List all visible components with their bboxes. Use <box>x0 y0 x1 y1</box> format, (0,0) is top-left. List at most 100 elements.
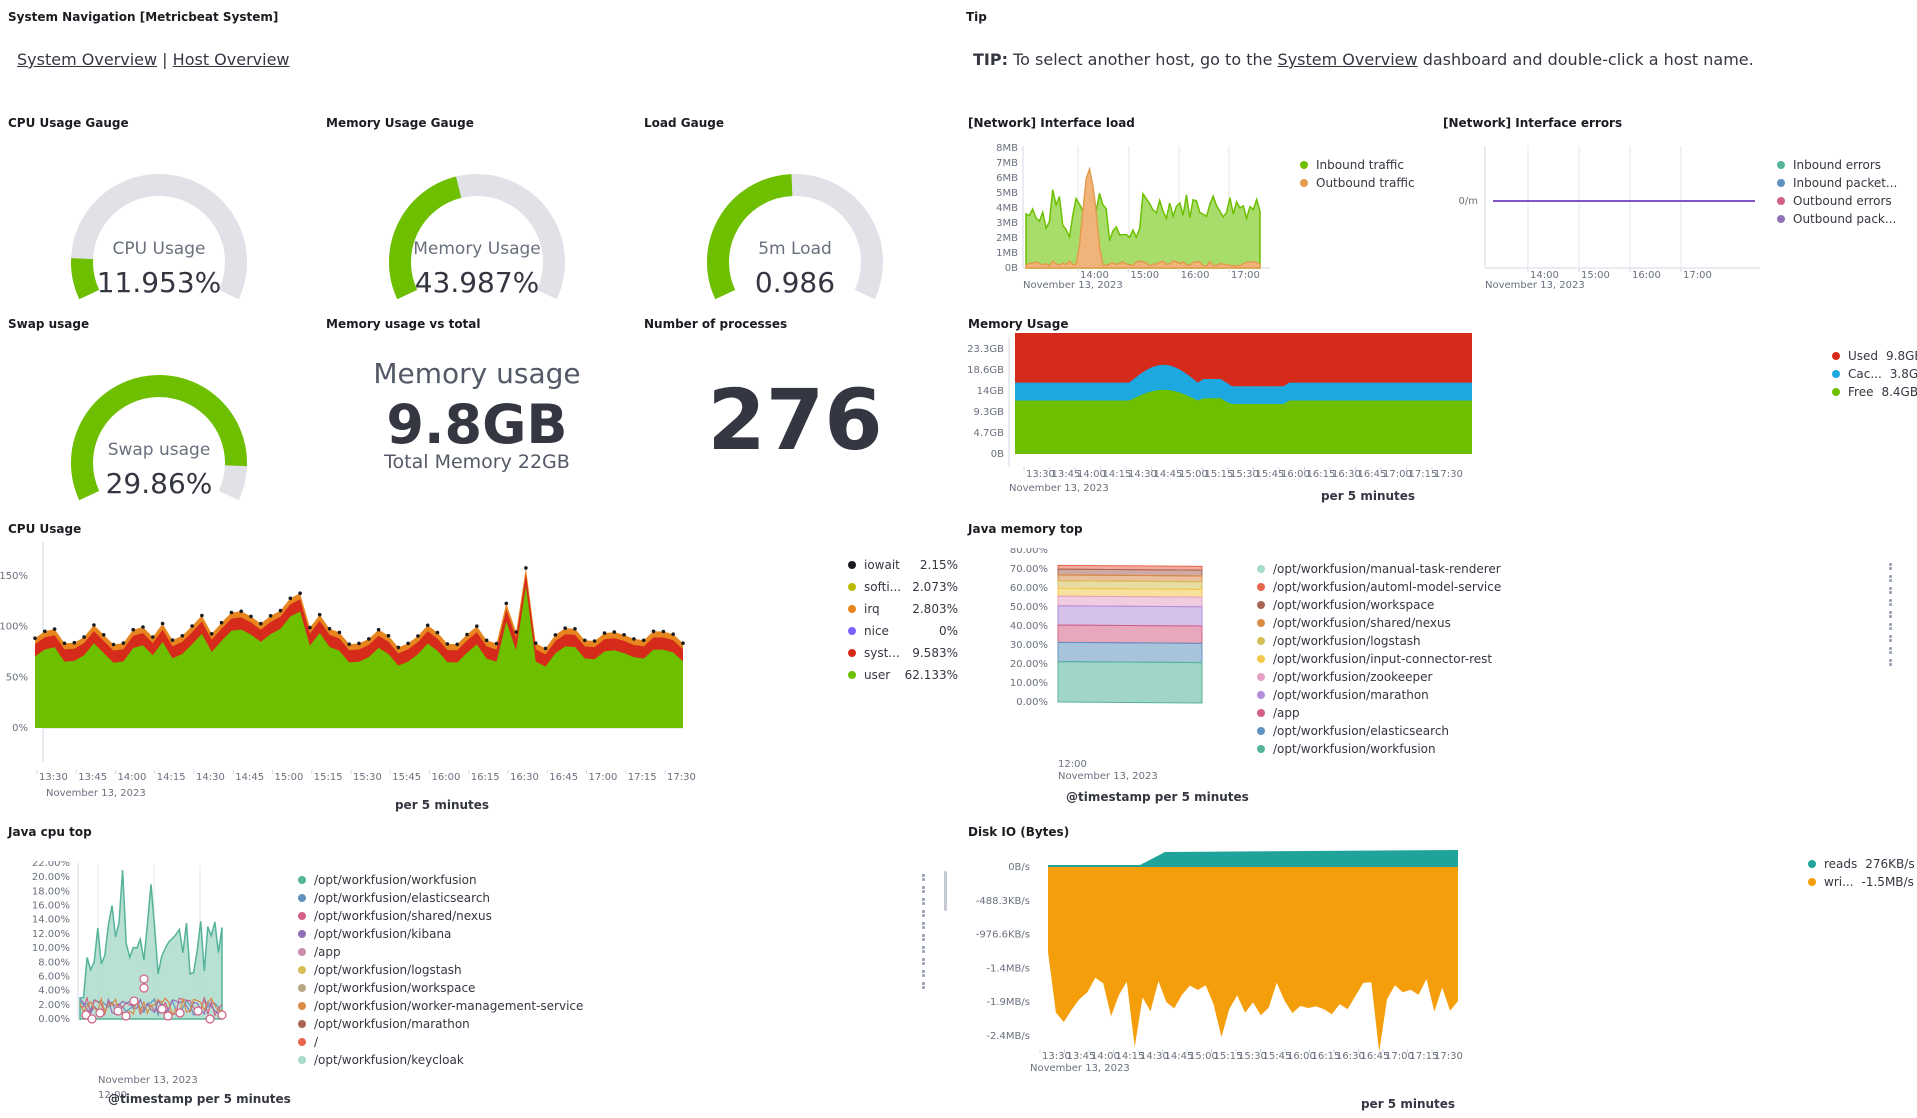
x-tick: 17:00 <box>1385 1051 1414 1062</box>
x-axis-date: November 13, 2023 <box>98 1075 198 1086</box>
legend-item[interactable]: user 62.133% <box>848 664 958 686</box>
host-overview-link[interactable]: Host Overview <box>172 50 290 69</box>
iowait-point <box>82 635 86 639</box>
legend-item[interactable]: / <box>298 1033 583 1051</box>
legend-scrollbar[interactable] <box>944 871 947 911</box>
legend-label: syst... <box>864 646 900 660</box>
legend-item[interactable]: nice 0% <box>848 620 958 642</box>
legend: Used 9.8GB Cac... 3.8GB Free 8.4GB <box>1832 347 1917 401</box>
user-area <box>35 586 683 728</box>
x-tick: 16:45 <box>1358 469 1387 480</box>
legend-item[interactable]: /opt/workfusion/workfusion <box>298 871 583 889</box>
cpu-usage-chart: 150% 100% 50% 0% 13:30 13:45 14:00 14:15 14:30 1… <box>0 542 696 799</box>
iowait-point <box>111 642 116 647</box>
x-axis-date: November 13, 2023 <box>1058 771 1158 782</box>
iowait-point <box>533 641 538 645</box>
legend-item[interactable]: Used 9.8GB <box>1832 347 1917 365</box>
iowait-point <box>583 638 587 643</box>
legend-item[interactable]: reads 276KB/s <box>1808 855 1915 873</box>
legend-item[interactable]: syst... 9.583% <box>848 642 958 664</box>
tip-system-overview-link[interactable]: System Overview <box>1277 50 1418 69</box>
java-memory-chart: 80.00% 70.00% 60.00% 50.00% 40.00% 30.00% 20.0… <box>1010 548 1203 782</box>
iowait-point <box>288 596 293 601</box>
legend-item[interactable]: /opt/workfusion/input-connector-rest <box>1257 650 1501 668</box>
legend-item[interactable]: softi... 2.073% <box>848 576 958 598</box>
system-overview-link[interactable]: System Overview <box>17 50 158 69</box>
legend-item[interactable]: Cac... 3.8GB <box>1832 365 1917 383</box>
panel-title: Disk IO (Bytes) <box>968 825 1070 839</box>
legend-item[interactable]: /opt/workfusion/kibana <box>298 925 583 943</box>
y-tick: 0B <box>991 449 1004 460</box>
legend-label: /opt/workfusion/shared/nexus <box>314 909 492 923</box>
legend-item[interactable]: /opt/workfusion/logstash <box>1257 632 1501 650</box>
metric-subtitle: Total Memory 22GB <box>384 451 570 473</box>
legend-item[interactable]: /opt/workfusion/automl-model-service <box>1257 578 1501 596</box>
legend-label: / <box>314 1035 319 1049</box>
legend-item[interactable]: /opt/workfusion/workfusion <box>1257 740 1501 758</box>
iowait-point <box>308 625 312 630</box>
memory-gauge-panel: Memory Usage Gauge Memory Usage 43.987% <box>318 116 636 306</box>
x-tick: 13:30 <box>1026 469 1055 480</box>
memory-band <box>1057 641 1203 664</box>
legend-item[interactable]: iowait 2.15% <box>848 554 958 576</box>
legend-item[interactable]: Outbound pack... <box>1777 210 1897 228</box>
legend-item[interactable]: Outbound errors <box>1777 192 1897 210</box>
legend-item[interactable]: /opt/workfusion/workspace <box>1257 596 1501 614</box>
legend-item[interactable]: Inbound packet... <box>1777 174 1897 192</box>
panel-title: Memory Usage Gauge <box>326 116 474 130</box>
legend-item[interactable]: /app <box>298 943 583 961</box>
legend-item[interactable]: irq 2.803% <box>848 598 958 620</box>
panel-title: Tip <box>966 10 987 24</box>
legend-item[interactable]: Free 8.4GB <box>1832 383 1917 401</box>
disk-io-chart: 0B/s -488.3KB/s -976.6KB/s -1.4MB/s -1.9MB/s… <box>976 850 1463 1074</box>
y-tick: -1.9MB/s <box>986 997 1030 1008</box>
y-tick: 18.6GB <box>967 365 1004 376</box>
outlier-point <box>121 1011 131 1021</box>
legend-dot <box>298 1020 306 1028</box>
x-tick: 13:45 <box>78 772 107 783</box>
gauge-fill <box>389 176 462 300</box>
legend-item[interactable]: /opt/workfusion/shared/nexus <box>298 907 583 925</box>
panel-title: Java cpu top <box>8 825 92 839</box>
legend-item[interactable]: /opt/workfusion/manual-task-renderer <box>1257 560 1501 578</box>
legend-dot <box>298 930 306 938</box>
legend-item[interactable]: /opt/workfusion/keycloak <box>298 1051 583 1069</box>
legend-item[interactable]: /opt/workfusion/marathon <box>1257 686 1501 704</box>
legend-scroll-icon[interactable] <box>1889 562 1892 667</box>
panel-title: Swap usage <box>8 317 90 331</box>
legend-item[interactable]: /opt/workfusion/elasticsearch <box>1257 722 1501 740</box>
legend-scroll-icon[interactable] <box>922 873 925 990</box>
iowait-point <box>376 627 381 632</box>
x-tick: 15:45 <box>392 772 421 783</box>
y-tick: 10.00% <box>32 943 70 954</box>
iowait-point <box>317 612 322 617</box>
legend-dot <box>848 583 856 591</box>
y-tick: 22.00% <box>32 861 70 869</box>
y-tick: 10.00% <box>1010 678 1048 689</box>
legend-item[interactable]: /opt/workfusion/shared/nexus <box>1257 614 1501 632</box>
legend-item[interactable]: /opt/workfusion/worker-management-servic… <box>298 997 583 1015</box>
legend-item[interactable]: Inbound errors <box>1777 156 1897 174</box>
y-tick: 6.00% <box>38 971 70 982</box>
gauge-fill <box>707 174 793 300</box>
legend-dot <box>298 966 306 974</box>
legend-item[interactable]: Inbound traffic <box>1300 156 1415 174</box>
legend-item[interactable]: /opt/workfusion/zookeeper <box>1257 668 1501 686</box>
legend-item[interactable]: /opt/workfusion/marathon <box>298 1015 583 1033</box>
legend-label: nice <box>864 624 889 638</box>
legend-item[interactable]: /opt/workfusion/workspace <box>298 979 583 997</box>
legend-value: -1.5MB/s <box>1861 875 1914 889</box>
legend-item[interactable]: /app <box>1257 704 1501 722</box>
x-tick: 15:15 <box>1205 469 1234 480</box>
panel-title: CPU Usage <box>8 522 82 536</box>
x-tick: 16:15 <box>1307 469 1336 480</box>
legend-dot <box>848 671 856 679</box>
java-memory-top-panel: Java memory top 80.00% 70.00% 60.00% 50.00%… <box>960 522 1917 812</box>
legend-item[interactable]: wri... -1.5MB/s <box>1808 873 1915 891</box>
legend-item[interactable]: Outbound traffic <box>1300 174 1415 192</box>
y-tick: 14.00% <box>32 915 70 926</box>
legend-item[interactable]: /opt/workfusion/elasticsearch <box>298 889 583 907</box>
legend-item[interactable]: /opt/workfusion/logstash <box>298 961 583 979</box>
x-axis-date: November 13, 2023 <box>1030 1063 1130 1074</box>
x-tick: 14:00 <box>118 772 147 783</box>
